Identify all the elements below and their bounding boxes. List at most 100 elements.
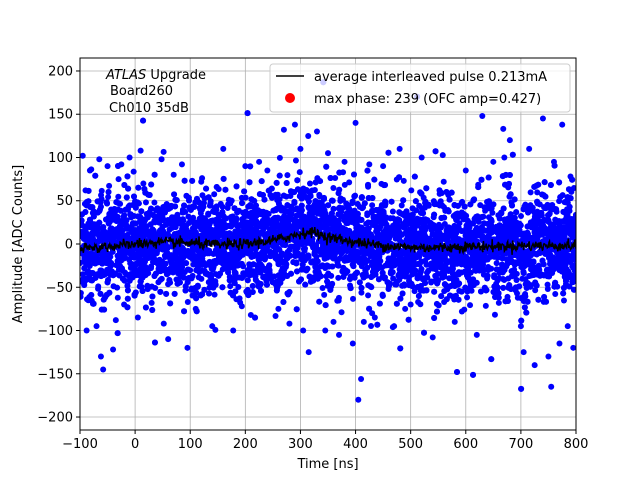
sample-point (211, 191, 218, 198)
sample-point (408, 280, 415, 287)
sample-point (464, 294, 471, 301)
sample-point (166, 277, 173, 284)
sample-point (167, 300, 174, 307)
sample-point (369, 202, 376, 209)
sample-point (361, 200, 368, 207)
sample-point (527, 189, 534, 196)
sample-point (89, 230, 96, 237)
sample-point (397, 345, 404, 352)
sample-point (213, 183, 220, 190)
sample-point (180, 274, 187, 281)
sample-point (532, 287, 539, 294)
sample-point (388, 198, 395, 205)
sample-point (195, 274, 202, 281)
sample-point (518, 213, 525, 220)
sample-point (134, 199, 141, 206)
sample-point (292, 157, 299, 164)
sample-point (168, 202, 175, 209)
sample-point (236, 295, 243, 302)
sample-point (114, 284, 121, 291)
sample-point (556, 179, 563, 186)
sample-point (529, 204, 536, 211)
sample-point (306, 180, 313, 187)
sample-point (400, 177, 407, 184)
sample-point (507, 211, 514, 218)
sample-point (182, 287, 189, 294)
sample-point (160, 148, 167, 155)
sample-point (358, 289, 365, 296)
sample-point (327, 174, 334, 181)
sample-point (241, 188, 248, 195)
sample-point (330, 185, 337, 192)
sample-point (325, 270, 332, 277)
sample-point (411, 288, 418, 295)
sample-point (376, 300, 383, 307)
sample-point (296, 169, 303, 176)
sample-point (335, 274, 342, 281)
sample-point (346, 179, 353, 186)
sample-point (541, 179, 548, 186)
sample-point (364, 257, 371, 264)
sample-point (535, 296, 542, 303)
sample-point (104, 266, 111, 273)
sample-point (207, 202, 214, 209)
sample-point (428, 278, 435, 285)
sample-point (491, 311, 498, 318)
sample-point (114, 294, 121, 301)
sample-point (465, 223, 472, 230)
sample-point (400, 197, 407, 204)
sample-point (258, 178, 265, 185)
sample-point (521, 263, 528, 270)
sample-point (205, 210, 212, 217)
sample-point (405, 216, 412, 223)
sample-point (227, 283, 234, 290)
sample-point (124, 173, 131, 180)
sample-point (173, 197, 180, 204)
sample-point (249, 289, 256, 296)
sample-point (332, 174, 339, 181)
sample-point (186, 197, 193, 204)
sample-point (106, 182, 113, 189)
sample-point (92, 172, 99, 179)
sample-point (303, 267, 310, 274)
sample-point (493, 260, 500, 267)
sample-point (432, 148, 439, 155)
sample-point (244, 277, 251, 284)
sample-point (273, 179, 280, 186)
sample-point (358, 284, 365, 291)
sample-point (560, 297, 567, 304)
sample-point (455, 296, 462, 303)
sample-point (477, 288, 484, 295)
sample-point (142, 199, 149, 206)
sample-point (518, 385, 525, 392)
sample-point (513, 209, 520, 216)
sample-point (284, 172, 291, 179)
sample-point (136, 283, 143, 290)
sample-point (276, 154, 283, 161)
sample-point (482, 302, 489, 309)
sample-point (242, 208, 249, 215)
sample-point (382, 182, 389, 189)
sample-point (124, 282, 131, 289)
sample-point (121, 181, 128, 188)
sample-point (369, 207, 376, 214)
sample-point (409, 205, 416, 212)
sample-point (522, 293, 529, 300)
sample-point (314, 275, 321, 282)
sample-point (235, 284, 242, 291)
sample-point (481, 204, 488, 211)
sample-point (499, 261, 506, 268)
sample-point (105, 194, 112, 201)
sample-point (211, 291, 218, 298)
sample-point (462, 284, 469, 291)
sample-point (393, 300, 400, 307)
sample-point (341, 181, 348, 188)
sample-point (415, 299, 422, 306)
sample-point (359, 205, 366, 212)
sample-point (96, 208, 103, 215)
sample-point (433, 308, 440, 315)
sample-point (338, 309, 345, 316)
sample-point (113, 199, 120, 206)
sample-point (130, 168, 137, 175)
